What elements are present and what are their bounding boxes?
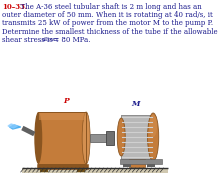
Bar (106, 131, 114, 145)
Bar (37, 164, 88, 169)
Ellipse shape (117, 118, 125, 156)
Text: transmits 25 kW of power from the motor M to the pump P.: transmits 25 kW of power from the motor … (2, 19, 213, 27)
Ellipse shape (34, 112, 42, 164)
Bar (38, 112, 86, 164)
Bar (121, 115, 153, 159)
Ellipse shape (148, 113, 159, 161)
Polygon shape (10, 125, 21, 129)
Text: The A-36 steel tubular shaft is 2 m long and has an: The A-36 steel tubular shaft is 2 m long… (16, 3, 202, 11)
Text: shear stress is τ: shear stress is τ (2, 36, 59, 44)
Bar (38, 112, 86, 120)
Text: outer diameter of 50 mm. When it is rotating at 40 rad/s, it: outer diameter of 50 mm. When it is rota… (2, 11, 213, 19)
Bar (147, 164, 155, 167)
Bar (90, 134, 110, 142)
Text: P: P (63, 97, 69, 105)
Text: = 80 MPa.: = 80 MPa. (51, 36, 90, 44)
Polygon shape (8, 124, 18, 128)
Ellipse shape (82, 112, 90, 164)
Text: allow: allow (41, 37, 56, 42)
Ellipse shape (149, 115, 157, 137)
Bar (40, 169, 48, 172)
Text: M: M (131, 100, 140, 108)
Bar (120, 159, 162, 164)
Bar (38, 112, 86, 164)
Bar (76, 169, 85, 172)
Bar (129, 159, 145, 167)
Text: 10–33.: 10–33. (2, 3, 28, 11)
Bar (121, 115, 153, 159)
Bar (123, 164, 131, 167)
Text: Determine the smallest thickness of the tube if the allowable: Determine the smallest thickness of the … (2, 28, 218, 36)
